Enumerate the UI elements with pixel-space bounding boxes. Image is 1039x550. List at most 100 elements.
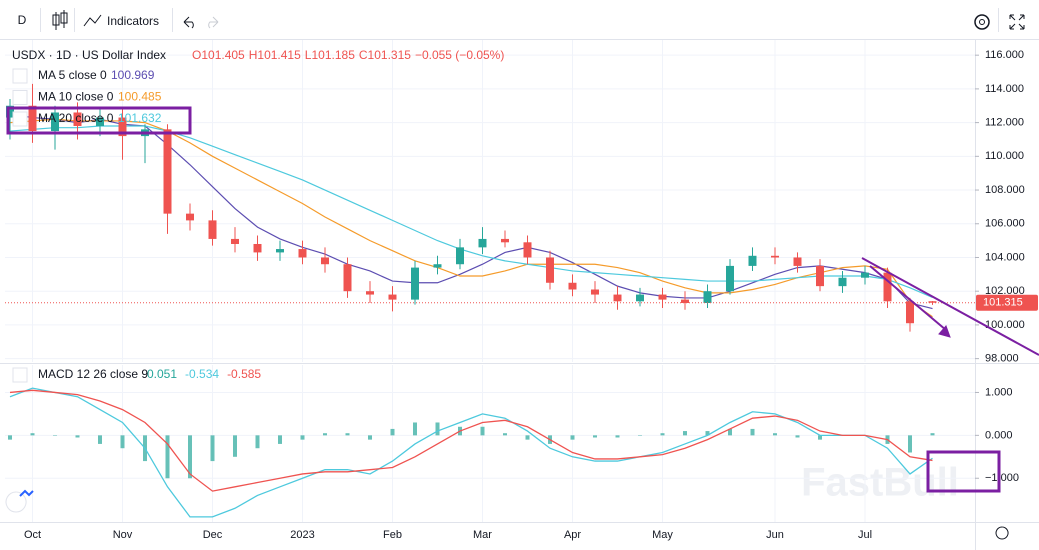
x-tick-label: Apr: [564, 529, 581, 541]
histogram-bar: [233, 435, 237, 457]
candle-body: [726, 265, 734, 292]
legend-value: -0.534: [185, 367, 219, 381]
y-tick-label: 0.000: [985, 429, 1013, 441]
candle-body: [861, 272, 869, 278]
y-tick-label: 112.000: [985, 117, 1024, 129]
undo-button[interactable]: [183, 16, 194, 29]
histogram-bar: [638, 435, 642, 436]
candle-body: [523, 242, 532, 258]
x-tick-label: Oct: [24, 529, 41, 541]
histogram-bar: [435, 422, 440, 436]
y-tick-label: −1.000: [985, 472, 1019, 484]
x-tick-label: Dec: [203, 529, 223, 541]
candle-body: [276, 249, 284, 253]
histogram-bar: [120, 435, 125, 449]
legend-toggle[interactable]: [12, 90, 28, 105]
close-label: C: [359, 48, 368, 62]
candle-body: [478, 238, 487, 248]
candle-body: [793, 257, 802, 266]
histogram-bar: [98, 435, 102, 444]
histogram-bar: [165, 435, 170, 479]
candle-body: [658, 294, 667, 300]
histogram-bar: [413, 422, 417, 436]
histogram-bar: [818, 435, 822, 440]
candle-body: [321, 257, 329, 265]
legend-value: 101.632: [118, 111, 162, 125]
high-label: H: [249, 48, 258, 62]
candle-body: [703, 291, 712, 303]
candle-body: [771, 255, 779, 258]
histogram-bar: [75, 435, 80, 438]
histogram-bar: [53, 435, 57, 436]
histogram-bar: [570, 435, 575, 440]
settings-button[interactable]: [974, 14, 990, 30]
histogram-bar: [660, 433, 665, 436]
candle-body: [906, 301, 914, 324]
x-tick-label: Jul: [858, 529, 872, 541]
x-tick-label: Jun: [766, 529, 784, 541]
x-tick-label: Nov: [113, 529, 133, 541]
candle-body: [591, 289, 599, 295]
candle-body: [613, 294, 622, 302]
legend-value: 100.969: [111, 68, 155, 82]
fullscreen-button[interactable]: [1009, 14, 1025, 30]
histogram-bar: [908, 435, 912, 453]
candle-body: [96, 117, 104, 126]
candle-body: [28, 105, 37, 132]
histogram-bar: [390, 428, 395, 436]
histogram-bar: [593, 435, 597, 438]
histogram-bar: [8, 435, 12, 440]
histogram-bar: [278, 435, 282, 444]
candle-body: [208, 220, 217, 239]
macd-line: [9, 389, 933, 492]
pane-icons: [5, 489, 1009, 540]
candle-body: [748, 255, 757, 266]
change: −0.055 (−0.05%): [415, 48, 504, 62]
candle-body: [501, 238, 509, 243]
candle-body: [928, 301, 937, 303]
histogram-bar: [255, 435, 260, 449]
histogram-bar: [705, 431, 710, 436]
indicators-button[interactable]: Indicators: [107, 14, 159, 28]
annotation-box: [6, 106, 192, 135]
candle-body: [366, 291, 374, 295]
macd-title: MACD 12 26 close 9: [38, 367, 148, 381]
candle-body: [411, 267, 419, 300]
marks: Oct Nov Dec 2023 Feb Mar Apr May Jun Jul 98.000 100…: [5, 40, 1038, 541]
histogram-bar: [345, 433, 350, 436]
interval-button[interactable]: D: [18, 13, 27, 27]
histogram-bar: [728, 428, 732, 436]
y-tick-label: 104.000: [985, 251, 1025, 263]
histogram-bar: [683, 431, 687, 436]
trend-line: [861, 257, 1039, 356]
legend-toggle[interactable]: [12, 367, 28, 383]
y-tick-label: 114.000: [985, 83, 1024, 95]
annotation-box: [926, 450, 1001, 493]
legend-toggle[interactable]: [12, 68, 28, 84]
legend-toggle[interactable]: [12, 111, 28, 127]
last-price-label: 101.315: [983, 297, 1023, 309]
histogram-bar: [930, 433, 935, 436]
open-label: O: [192, 48, 201, 62]
ohlc: O101.405 H101.415 L101.185 C101.315 −0.055 (…: [192, 48, 504, 62]
candle-body: [343, 264, 352, 292]
histogram-bar: [795, 435, 800, 438]
y-tick-label: 98.000: [985, 353, 1019, 365]
logo: [5, 491, 27, 513]
chart-type-button[interactable]: [52, 10, 68, 30]
candle-body: [298, 249, 307, 258]
x-tick-label: Feb: [383, 529, 402, 541]
histogram-bar: [323, 433, 327, 436]
candle-body: [51, 112, 59, 132]
candle-body: [231, 238, 239, 244]
time-settings[interactable]: [995, 526, 1009, 540]
histogram-bar: [300, 435, 305, 440]
histogram-bar: [480, 426, 485, 436]
candle-body: [186, 213, 194, 221]
symbol: USDX · 1D · US Dollar Index: [12, 48, 166, 62]
candle-body: [388, 294, 397, 300]
redo-button[interactable]: [208, 16, 219, 29]
legend-value: -0.585: [227, 367, 261, 381]
